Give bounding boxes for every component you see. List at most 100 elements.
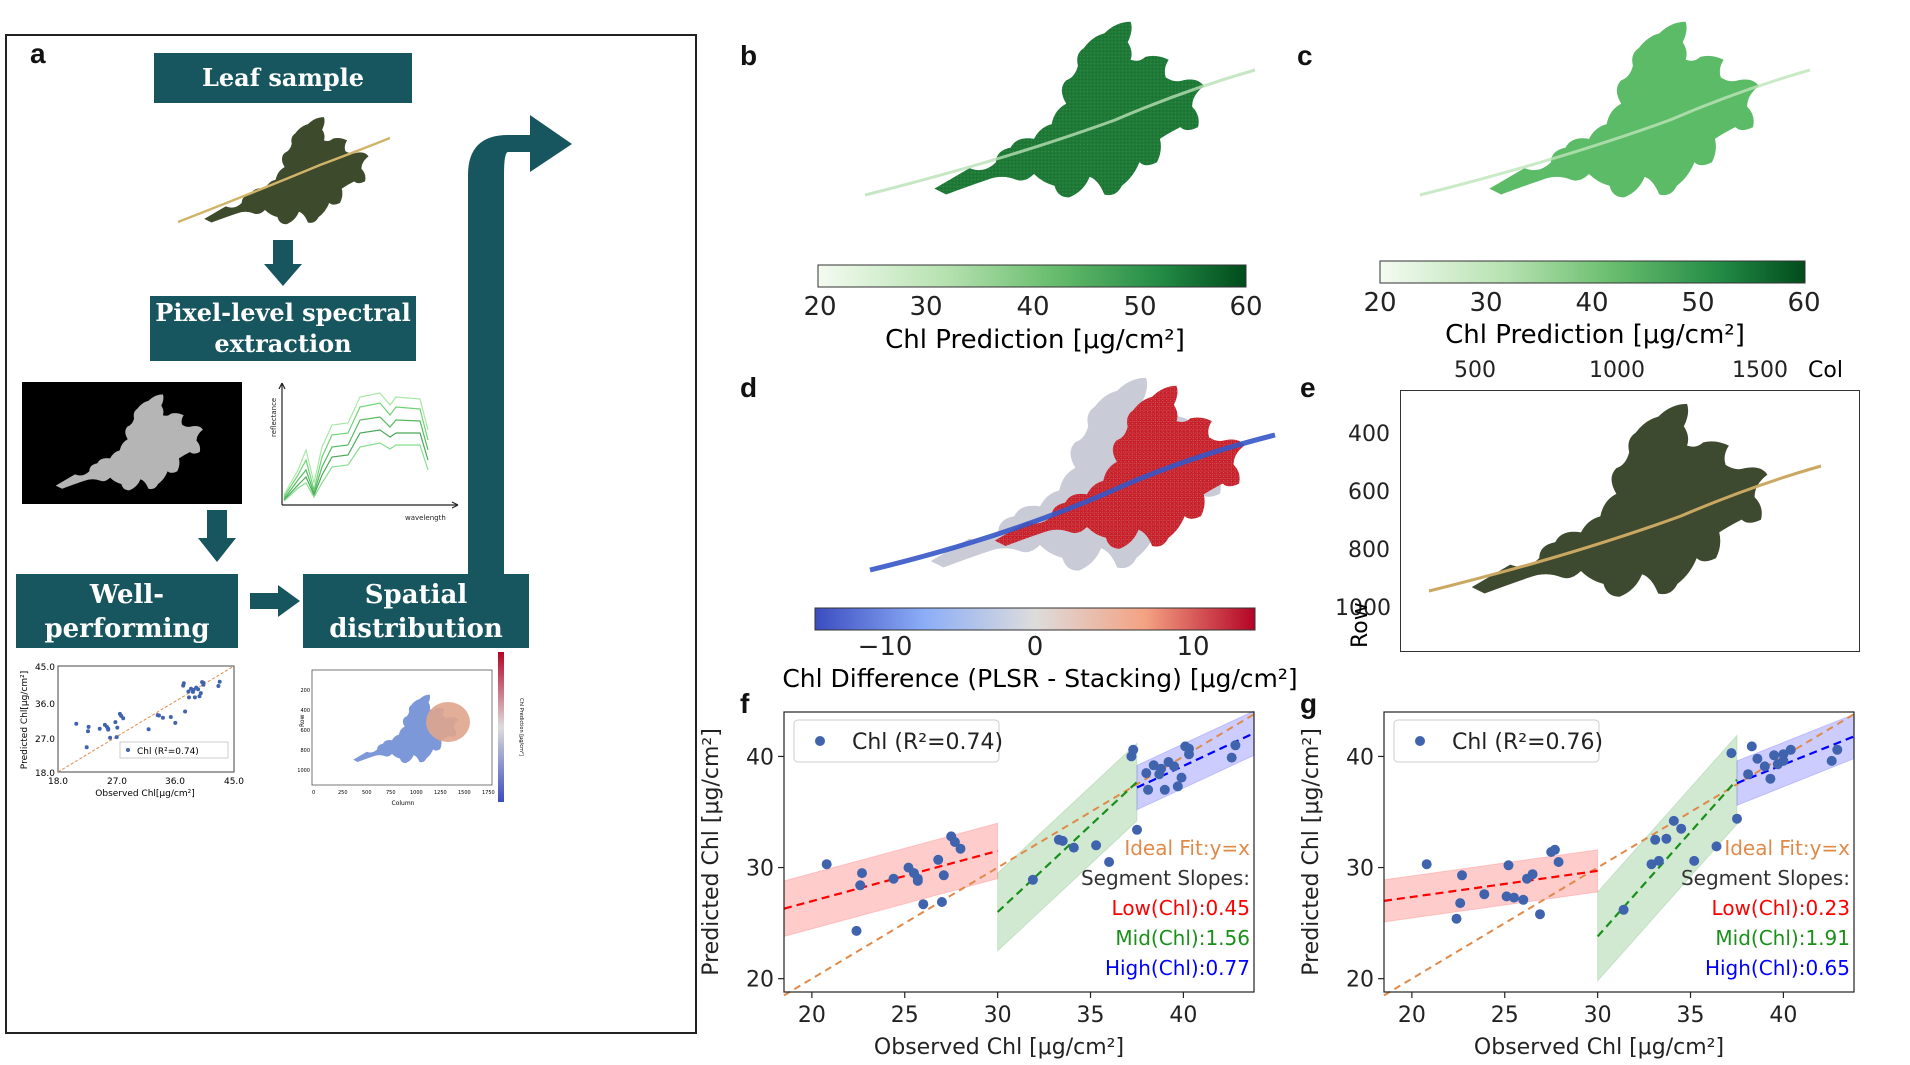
data-point bbox=[1479, 889, 1490, 900]
data-point bbox=[888, 873, 899, 884]
mini-data-point bbox=[187, 695, 191, 700]
row-tick: 600 bbox=[1348, 480, 1390, 505]
data-point bbox=[1668, 815, 1679, 826]
data-point bbox=[1176, 772, 1187, 783]
step2-line1: Pixel-level spectral bbox=[155, 298, 411, 327]
x-tick-label: 25 bbox=[1491, 1003, 1519, 1028]
mini-data-point bbox=[216, 684, 221, 688]
mini-data-point bbox=[106, 726, 111, 731]
segment-fit-line bbox=[996, 781, 1138, 913]
data-point bbox=[1518, 894, 1529, 905]
arrow-right-shaft bbox=[250, 593, 280, 609]
data-point bbox=[1091, 840, 1102, 851]
data-point bbox=[1535, 909, 1545, 920]
data-point bbox=[1778, 755, 1789, 766]
mini-data-point bbox=[157, 713, 161, 718]
colorbar-b-label: Chl Prediction [μg/cm²] bbox=[885, 325, 1185, 355]
y-tick-label: 40 bbox=[1346, 745, 1374, 770]
step2-line2: extraction bbox=[214, 329, 352, 358]
ideal-fit-line bbox=[783, 713, 1255, 997]
data-point bbox=[1553, 857, 1564, 867]
mini-map-xtick: 1250 bbox=[434, 790, 447, 796]
scatter-chart-f: 20 25 30 35 40 20 30 40 Observed Chl [μg/cm²] Pre… bbox=[700, 710, 1255, 1060]
y-tick-label: 30 bbox=[1346, 857, 1374, 882]
data-point bbox=[1132, 824, 1142, 835]
arrow-down-1-icon bbox=[264, 264, 302, 286]
mini-data-point bbox=[173, 720, 178, 725]
step-well-performing-models: Well-performing models bbox=[16, 574, 238, 678]
mini-map-ytick: 600 bbox=[300, 728, 310, 734]
confidence-band bbox=[1136, 710, 1255, 811]
grayscale-leaf bbox=[55, 394, 203, 491]
panel-label-f: f bbox=[740, 688, 750, 719]
data-point bbox=[1826, 755, 1837, 766]
mini-ytick: 18.0 bbox=[35, 769, 55, 779]
mini-data-point bbox=[183, 709, 188, 714]
mini-data-point bbox=[114, 735, 119, 740]
data-point bbox=[1169, 761, 1180, 772]
colorbar-b-tick: 30 bbox=[909, 292, 943, 322]
data-point bbox=[1650, 834, 1661, 845]
segment-fit-line bbox=[1736, 735, 1855, 785]
mini-ytick: 45.0 bbox=[35, 663, 55, 673]
segment-slope-label: Low(Chl):0.23 bbox=[1712, 896, 1850, 920]
mini-map-ytick: 200 bbox=[300, 688, 310, 694]
col-tick: 1000 bbox=[1589, 358, 1645, 383]
legend-box bbox=[1393, 719, 1600, 763]
legend-marker bbox=[1415, 736, 1425, 746]
mini-data-point bbox=[192, 695, 197, 700]
data-point bbox=[1141, 768, 1152, 779]
data-point bbox=[855, 880, 866, 891]
data-point bbox=[1746, 741, 1757, 752]
colorbar-b-tick: 60 bbox=[1229, 292, 1263, 322]
leaf-photo bbox=[177, 117, 391, 225]
data-point bbox=[1143, 784, 1154, 795]
colorbar-b-tick: 20 bbox=[803, 292, 837, 322]
data-point bbox=[1457, 870, 1467, 881]
x-axis-label: Observed Chl [μg/cm²] bbox=[1474, 1035, 1724, 1060]
spectra-ylabel: reflectance bbox=[270, 398, 278, 437]
data-point bbox=[1726, 748, 1737, 759]
x-tick-label: 35 bbox=[1677, 1003, 1705, 1028]
data-point bbox=[1501, 891, 1512, 902]
mini-xtick: 18.0 bbox=[48, 777, 68, 787]
data-point bbox=[821, 859, 832, 870]
mini-data-point bbox=[115, 725, 120, 730]
data-point bbox=[1527, 869, 1538, 880]
mini-map-xtick: 0 bbox=[312, 790, 315, 796]
row-tick: 400 bbox=[1348, 422, 1390, 447]
mini-data-point bbox=[113, 720, 118, 725]
data-point bbox=[851, 925, 862, 936]
scatter-chart-g: 20 25 30 35 40 20 30 40 Observed Chl [μg/cm²] Pre… bbox=[1300, 711, 1855, 1060]
mini-data-point bbox=[146, 727, 151, 732]
workflow-panel bbox=[5, 34, 697, 1034]
data-point bbox=[1184, 749, 1194, 760]
data-point bbox=[1759, 761, 1770, 772]
legend-box bbox=[793, 719, 1000, 763]
mini-data-point bbox=[160, 715, 165, 720]
mini-data-point bbox=[84, 745, 89, 750]
panel-label-a: a bbox=[30, 38, 46, 69]
x-axis-label: Observed Chl [μg/cm²] bbox=[874, 1035, 1124, 1060]
mini-map-ytick: 1000 bbox=[298, 768, 310, 774]
mini-legend: Chl (R²=0.74) bbox=[137, 747, 199, 757]
mini-ytick: 36.0 bbox=[35, 700, 55, 710]
mini-data-point bbox=[121, 716, 126, 721]
colorbar-c bbox=[1379, 260, 1806, 284]
colorbar-b-tick: 40 bbox=[1016, 292, 1050, 322]
data-point bbox=[1689, 855, 1700, 866]
data-point bbox=[1057, 835, 1068, 846]
mini-data-point bbox=[201, 682, 206, 687]
ideal-fit-annotation: Ideal Fit:y=x bbox=[1124, 836, 1250, 860]
segment-slopes-title: Segment Slopes: bbox=[1681, 866, 1850, 890]
data-point bbox=[1027, 874, 1038, 885]
mini-map-xtick: 250 bbox=[338, 790, 348, 796]
chl-map-stacking bbox=[864, 21, 1256, 198]
mini-data-point bbox=[97, 726, 102, 731]
mini-xtick: 45.0 bbox=[224, 777, 244, 787]
data-point bbox=[1549, 844, 1560, 855]
y-axis-label: Predicted Chl [μg/cm²] bbox=[700, 728, 724, 976]
colorbar-b bbox=[817, 264, 1247, 288]
row-tick: 1000 bbox=[1335, 596, 1391, 621]
legend-label: Chl (R²=0.74) bbox=[852, 730, 1003, 755]
